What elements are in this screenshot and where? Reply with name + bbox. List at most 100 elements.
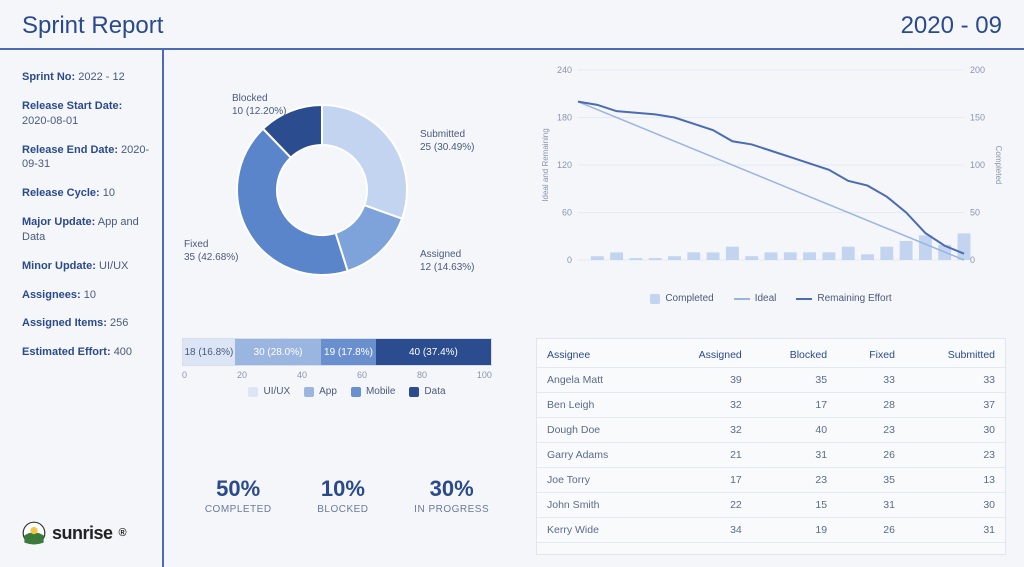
table-row[interactable]: Kerry Wide34192631 bbox=[537, 518, 1005, 543]
svg-text:50: 50 bbox=[970, 208, 980, 218]
table-header[interactable]: Fixed bbox=[837, 343, 905, 368]
table-row[interactable]: Angela Matt39353333 bbox=[537, 368, 1005, 393]
summary-stats: 50% COMPLETED 10% BLOCKED 30% IN PROGRESS bbox=[182, 436, 512, 555]
summary-stat: 30% IN PROGRESS bbox=[414, 476, 489, 515]
meta-value: 400 bbox=[114, 346, 132, 358]
category-stacked-bar: 18 (16.8%)30 (28.0%)19 (17.8%)40 (37.4%)… bbox=[182, 338, 512, 428]
svg-text:180: 180 bbox=[557, 113, 572, 123]
completed-bar[interactable] bbox=[822, 252, 835, 260]
completed-bar[interactable] bbox=[803, 252, 816, 260]
donut-label: Submitted25 (30.49%) bbox=[420, 128, 474, 154]
completed-bar[interactable] bbox=[880, 247, 893, 260]
meta-label: Assigned Items: bbox=[22, 317, 107, 329]
stat-label: BLOCKED bbox=[317, 504, 368, 515]
table-row[interactable]: Joe Torry17233513 bbox=[537, 468, 1005, 493]
meta-item: Minor Update: UI/UX bbox=[22, 259, 150, 274]
meta-item: Release Start Date: 2020-08-01 bbox=[22, 99, 150, 129]
table-header[interactable]: Assignee bbox=[537, 343, 658, 368]
legend-item[interactable]: UI/UX bbox=[248, 386, 290, 397]
completed-bar[interactable] bbox=[707, 252, 720, 260]
completed-bar[interactable] bbox=[649, 258, 662, 260]
meta-item: Release Cycle: 10 bbox=[22, 186, 150, 201]
table-header[interactable]: Submitted bbox=[905, 343, 1005, 368]
table-header[interactable]: Blocked bbox=[752, 343, 837, 368]
report-header: Sprint Report 2020 - 09 bbox=[0, 0, 1024, 50]
legend-item[interactable]: Completed bbox=[650, 293, 713, 304]
svg-text:60: 60 bbox=[562, 208, 572, 218]
completed-bar[interactable] bbox=[610, 252, 623, 260]
table-row[interactable]: John Smith22153130 bbox=[537, 493, 1005, 518]
legend-item[interactable]: Remaining Effort bbox=[796, 293, 891, 304]
completed-bar[interactable] bbox=[900, 241, 913, 260]
completed-bar[interactable] bbox=[726, 247, 739, 260]
meta-label: Sprint No: bbox=[22, 71, 75, 83]
completed-bar[interactable] bbox=[668, 256, 681, 260]
svg-text:Completed: Completed bbox=[994, 146, 1003, 185]
legend-item[interactable]: Ideal bbox=[734, 293, 777, 304]
status-donut-chart: Submitted25 (30.49%) Assigned12 (14.63%) F… bbox=[182, 60, 512, 330]
completed-bar[interactable] bbox=[745, 256, 758, 260]
assignee-table: AssigneeAssignedBlockedFixedSubmittedAng… bbox=[536, 338, 1006, 555]
meta-value: 256 bbox=[110, 317, 128, 329]
completed-bar[interactable] bbox=[687, 252, 700, 260]
meta-item: Estimated Effort: 400 bbox=[22, 345, 150, 360]
table-row[interactable]: Ben Leigh32172837 bbox=[537, 393, 1005, 418]
legend-item[interactable]: Data bbox=[409, 386, 445, 397]
meta-item: Sprint No: 2022 - 12 bbox=[22, 70, 150, 85]
summary-stat: 10% BLOCKED bbox=[317, 476, 368, 515]
table-row[interactable]: Garry Adams21312623 bbox=[537, 443, 1005, 468]
completed-bar[interactable] bbox=[765, 252, 778, 260]
meta-item: Assignees: 10 bbox=[22, 288, 150, 303]
stat-label: COMPLETED bbox=[205, 504, 272, 515]
meta-label: Major Update: bbox=[22, 216, 95, 228]
legend-item[interactable]: App bbox=[304, 386, 337, 397]
table-header[interactable]: Assigned bbox=[658, 343, 752, 368]
stat-value: 50% bbox=[205, 476, 272, 502]
meta-label: Release Cycle: bbox=[22, 187, 100, 199]
completed-bar[interactable] bbox=[842, 247, 855, 260]
meta-item: Assigned Items: 256 bbox=[22, 316, 150, 331]
completed-bar[interactable] bbox=[784, 252, 797, 260]
completed-bar[interactable] bbox=[958, 233, 971, 260]
svg-text:150: 150 bbox=[970, 113, 985, 123]
completed-bar[interactable] bbox=[861, 254, 874, 260]
meta-value: 10 bbox=[103, 187, 115, 199]
meta-item: Major Update: App and Data bbox=[22, 215, 150, 245]
stat-value: 10% bbox=[317, 476, 368, 502]
svg-text:200: 200 bbox=[970, 65, 985, 75]
page-title: Sprint Report bbox=[22, 12, 163, 40]
meta-value: UI/UX bbox=[99, 260, 128, 272]
stacked-segment[interactable]: 19 (17.8%) bbox=[321, 339, 376, 365]
summary-stat: 50% COMPLETED bbox=[205, 476, 272, 515]
completed-bar[interactable] bbox=[629, 258, 642, 260]
stacked-segment[interactable]: 30 (28.0%) bbox=[235, 339, 321, 365]
remaining-line bbox=[578, 102, 964, 254]
svg-text:100: 100 bbox=[970, 160, 985, 170]
meta-label: Release End Date: bbox=[22, 144, 118, 156]
donut-label: Fixed35 (42.68%) bbox=[184, 238, 238, 264]
legend-item[interactable]: Mobile bbox=[351, 386, 395, 397]
stat-value: 30% bbox=[414, 476, 489, 502]
ideal-line bbox=[578, 102, 964, 260]
donut-label: Assigned12 (14.63%) bbox=[420, 248, 474, 274]
sunrise-icon bbox=[22, 521, 46, 545]
donut-label: Blocked10 (12.20%) bbox=[232, 92, 286, 118]
meta-label: Minor Update: bbox=[22, 260, 96, 272]
burndown-chart: 060120180240050100150200Ideal and Remain… bbox=[536, 60, 1006, 330]
stacked-segment[interactable]: 18 (16.8%) bbox=[183, 339, 235, 365]
completed-bar[interactable] bbox=[591, 256, 604, 260]
table-row[interactable]: Dough Doe32402330 bbox=[537, 418, 1005, 443]
donut-slice[interactable] bbox=[322, 105, 407, 219]
brand-logo: sunrise® bbox=[22, 521, 150, 555]
stacked-segment[interactable]: 40 (37.4%) bbox=[376, 339, 491, 365]
stat-label: IN PROGRESS bbox=[414, 504, 489, 515]
meta-value: 10 bbox=[84, 289, 96, 301]
meta-item: Release End Date: 2020-09-31 bbox=[22, 143, 150, 173]
svg-text:0: 0 bbox=[970, 255, 975, 265]
meta-label: Release Start Date: bbox=[22, 100, 122, 112]
svg-text:Ideal and Remaining: Ideal and Remaining bbox=[541, 128, 550, 201]
svg-text:120: 120 bbox=[557, 160, 572, 170]
completed-bar[interactable] bbox=[919, 235, 932, 260]
meta-value: 2022 - 12 bbox=[78, 71, 124, 83]
svg-text:0: 0 bbox=[567, 255, 572, 265]
